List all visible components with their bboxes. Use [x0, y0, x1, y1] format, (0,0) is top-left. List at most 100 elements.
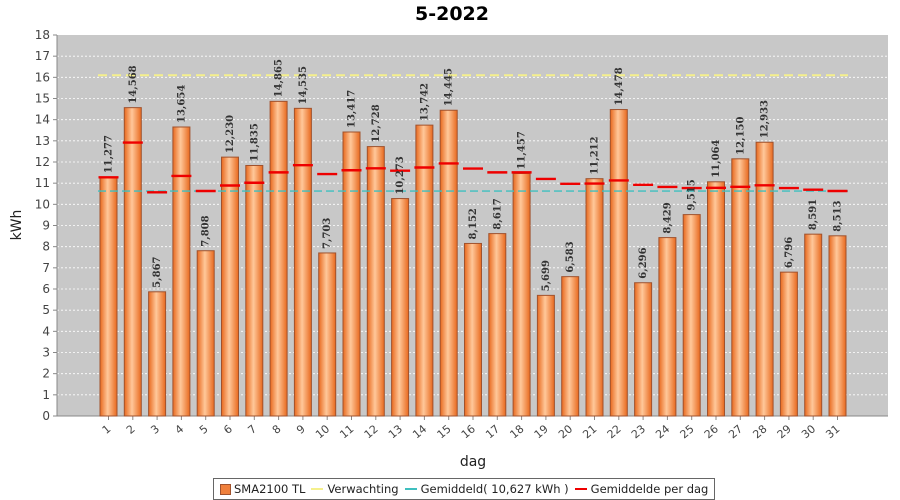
bar [172, 126, 191, 417]
bars [99, 100, 847, 417]
data-label: 13,417 [347, 90, 358, 128]
data-label: 10,273 [395, 156, 406, 194]
x-tick-label: 14 [410, 422, 429, 441]
legend-label: Gemiddeld( 10,627 kWh ) [420, 482, 569, 496]
bar [366, 146, 385, 417]
data-label: 9,515 [687, 179, 698, 210]
daily-average-markers [98, 141, 848, 194]
y-tick-label: 5 [42, 303, 50, 317]
x-tick-label: 1 [100, 422, 114, 436]
legend-item-gemiddeld: Gemiddeld( 10,627 kWh ) [404, 482, 569, 496]
x-tick-label: 24 [653, 422, 672, 441]
x-tick-label: 10 [313, 422, 332, 441]
x-tick-label: 5 [197, 422, 211, 436]
data-label: 12,150 [735, 117, 746, 155]
x-tick-label: 15 [435, 422, 454, 441]
bar [755, 141, 774, 417]
y-tick-label: 3 [42, 346, 50, 360]
legend-swatch-line [404, 488, 417, 490]
y-tick-label: 18 [35, 28, 50, 42]
x-tick-label: 4 [173, 422, 187, 436]
data-label: 14,478 [614, 67, 625, 105]
x-tick-label: 2 [124, 422, 138, 436]
bar [634, 282, 653, 417]
legend-swatch-bar [220, 483, 231, 495]
y-tick-label: 12 [35, 155, 50, 169]
data-label: 11,457 [517, 131, 528, 169]
x-tick-label: 3 [148, 422, 162, 436]
bar [342, 131, 361, 417]
y-tick-label: 15 [35, 92, 50, 106]
x-tick-label: 27 [726, 422, 745, 441]
data-label: 8,513 [833, 200, 844, 231]
y-tick-label: 17 [35, 49, 50, 63]
data-label: 6,296 [638, 247, 649, 278]
x-tick-label: 20 [556, 422, 575, 441]
bar [196, 250, 215, 417]
data-label: 12,728 [371, 104, 382, 142]
data-label: 7,808 [201, 215, 212, 246]
data-label: 5,867 [152, 256, 163, 287]
x-tick-label: 30 [799, 422, 818, 441]
data-labels: 11,277 14,568 5,867 13,654 7,808 12,230 11,835… [104, 59, 844, 291]
y-tick-label: 13 [35, 134, 50, 148]
bar [804, 233, 823, 417]
bar [318, 252, 337, 417]
data-label: 11,835 [249, 123, 260, 161]
data-label: 14,865 [274, 59, 285, 97]
x-tick-label: 26 [702, 422, 721, 441]
data-label: 8,152 [468, 208, 479, 239]
bar [707, 181, 725, 417]
data-label: 14,535 [298, 66, 309, 104]
data-label: 5,699 [541, 260, 552, 291]
bar [682, 214, 701, 417]
y-tick-label: 8 [42, 240, 50, 254]
reference-lines [98, 74, 848, 192]
data-label: 7,703 [322, 218, 333, 249]
y-tick-label: 16 [35, 70, 50, 84]
legend-swatch-line [311, 488, 324, 490]
data-label: 12,933 [760, 100, 771, 138]
bar [439, 109, 458, 417]
bar [123, 107, 142, 417]
x-tick-label: 28 [750, 422, 769, 441]
data-label: 11,064 [711, 139, 722, 177]
x-axis-label: dag [460, 454, 486, 470]
x-tick-label: 17 [483, 422, 502, 441]
data-label: 8,591 [808, 199, 819, 230]
bar [99, 176, 118, 417]
y-tick-label: 10 [35, 197, 50, 211]
x-tick-label: 6 [221, 422, 235, 436]
x-tick-label: 29 [775, 422, 794, 441]
y-tick-label: 14 [35, 113, 50, 127]
data-label: 8,429 [662, 202, 673, 233]
y-tick-label: 2 [42, 367, 50, 381]
bar [221, 156, 239, 417]
y-tick-label: 11 [35, 176, 50, 190]
bar [464, 242, 482, 417]
data-label: 12,230 [225, 115, 236, 153]
data-label: 13,742 [419, 83, 430, 121]
x-tick-label: 31 [823, 422, 842, 441]
data-label: 14,568 [128, 65, 139, 103]
bar [536, 294, 555, 417]
x-tick-label: 7 [246, 422, 260, 436]
x-tick-label: 13 [386, 422, 405, 441]
y-tick-label: 0 [42, 409, 50, 423]
gridlines [57, 55, 888, 396]
data-label: 11,212 [590, 136, 601, 174]
legend: SMA2100 TL Verwachting Gemiddeld( 10,627… [213, 478, 716, 500]
bar [488, 233, 507, 417]
x-tick-label: 23 [629, 422, 648, 441]
data-label: 14,445 [444, 68, 455, 106]
legend-swatch-line [574, 488, 587, 490]
y-tick-label: 1 [42, 388, 50, 402]
x-tick-label: 19 [532, 422, 551, 441]
y-tick-label: 4 [42, 324, 50, 338]
x-tick-label: 9 [294, 422, 308, 436]
bar [828, 235, 847, 417]
bar [561, 276, 580, 417]
data-label: 11,277 [104, 135, 115, 173]
y-tick-label: 9 [42, 219, 50, 233]
